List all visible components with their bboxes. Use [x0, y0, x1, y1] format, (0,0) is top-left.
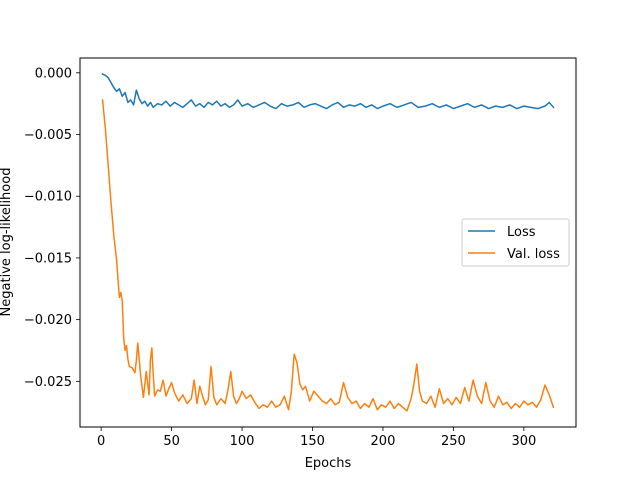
x-tick-label: 300	[511, 434, 536, 449]
y-tick-label: −0.015	[24, 251, 72, 266]
x-tick-label: 150	[300, 434, 325, 449]
legend-label-loss: Loss	[507, 225, 536, 240]
y-tick-label: −0.020	[24, 313, 72, 328]
series-line-loss	[101, 73, 555, 110]
y-axis-ticks: 0.000 −0.005 −0.010 −0.015 −0.020 −0.025	[24, 66, 80, 390]
x-tick-label: 200	[371, 434, 396, 449]
x-axis-label: Epochs	[305, 456, 352, 471]
y-tick-label: −0.010	[24, 190, 72, 205]
x-tick-label: 0	[97, 434, 105, 449]
legend-label-val-loss: Val. loss	[507, 247, 560, 262]
y-tick-label: 0.000	[35, 66, 72, 81]
plot-frame	[79, 57, 577, 428]
x-tick-label: 250	[441, 434, 466, 449]
x-axis-ticks: 0 50 100 150 200 250 300	[97, 427, 536, 449]
series-layer	[101, 73, 555, 412]
x-tick-label: 50	[163, 434, 180, 449]
y-axis-label: Negative log-likelihood	[0, 168, 14, 317]
y-tick-label: −0.005	[24, 128, 72, 143]
legend: Loss Val. loss	[461, 218, 570, 267]
y-tick-label: −0.025	[24, 375, 72, 390]
x-tick-label: 100	[230, 434, 255, 449]
series-line-val-loss	[101, 99, 555, 412]
